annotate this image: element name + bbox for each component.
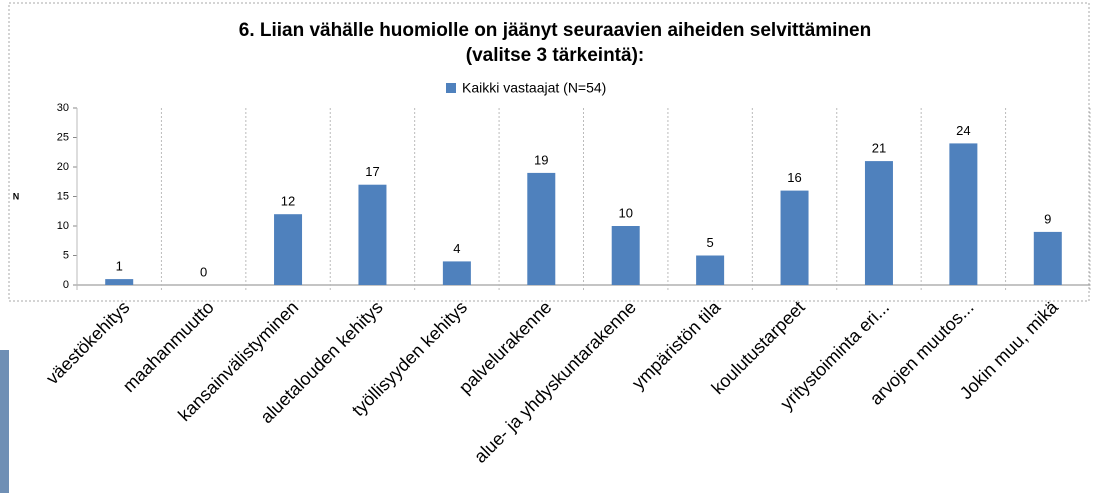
chart-title: 6. Liian vähälle huomiolle on jäänyt seu… (239, 20, 871, 41)
data-label: 4 (453, 241, 460, 256)
data-label: 24 (956, 123, 970, 138)
bar (105, 279, 134, 285)
y-tick-label: 0 (63, 279, 69, 291)
bar (527, 172, 556, 285)
data-label: 19 (534, 152, 548, 167)
data-label: 1 (116, 259, 123, 274)
bar (442, 261, 471, 285)
y-tick-label: 10 (57, 220, 69, 232)
y-tick-label: 20 (57, 161, 69, 173)
data-label: 9 (1044, 211, 1051, 226)
legend-swatch (446, 83, 456, 93)
bar (611, 226, 640, 285)
bar (274, 214, 303, 285)
y-tick-label: 5 (63, 249, 69, 261)
data-label: 12 (281, 194, 295, 209)
bar (864, 161, 893, 285)
y-tick-label: 25 (57, 131, 69, 143)
data-label: 10 (618, 205, 632, 220)
bar (949, 143, 978, 285)
x-tick-label: ympäristön tila (628, 296, 725, 393)
data-label: 0 (200, 264, 207, 279)
bar (1033, 231, 1062, 285)
data-label: 17 (365, 164, 379, 179)
side-strip (0, 350, 9, 493)
bar (780, 190, 809, 285)
data-label: 21 (872, 141, 886, 156)
bar (358, 184, 387, 285)
x-tick-label: alue- ja yhdyskuntarakenne (470, 297, 640, 467)
y-tick-label: 15 (57, 190, 69, 202)
y-axis-label: N (13, 191, 20, 201)
data-label: 16 (787, 170, 801, 185)
data-label: 5 (707, 235, 714, 250)
chart-subtitle: (valitse 3 tärkeintä): (466, 45, 644, 66)
chart-border (8, 2, 1090, 302)
x-tick-label: väestökehitys (42, 297, 133, 388)
legend-label: Kaikki vastaajat (N=54) (462, 80, 606, 96)
y-tick-label: 30 (57, 102, 69, 114)
bar (696, 255, 725, 285)
